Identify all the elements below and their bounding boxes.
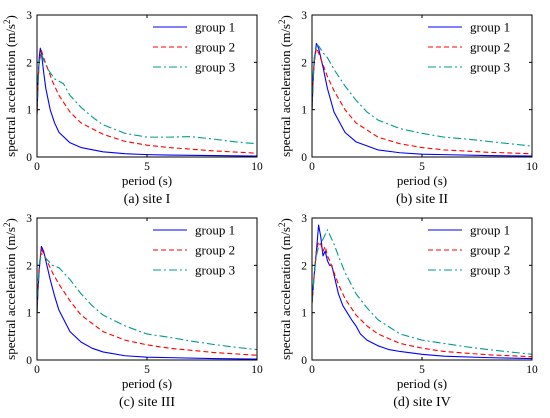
y-tick-label: 2 <box>26 260 32 272</box>
series-line-3 <box>37 52 257 145</box>
legend: group 1 group 2 group 3 <box>153 20 235 75</box>
series-group <box>37 47 257 157</box>
y-tick-label: 2 <box>301 57 307 69</box>
legend-entry-3: group 3 <box>470 60 510 75</box>
x-tick-label: 0 <box>309 364 315 376</box>
y-axis-label-sup: 2 <box>277 20 287 25</box>
x-tick-label: 10 <box>526 161 538 173</box>
x-tick-label: 10 <box>251 364 263 376</box>
axes-box <box>36 14 258 158</box>
y-tick-label: 2 <box>26 57 32 69</box>
y-axis-label-sup: 2 <box>2 223 12 228</box>
series-group <box>312 42 532 157</box>
series-line-3 <box>312 229 532 355</box>
legend-entry-2: group 2 <box>195 243 235 258</box>
x-axis-label: period (s) <box>397 173 447 188</box>
legend-entry-1: group 1 <box>470 20 510 35</box>
series-line-2 <box>312 241 532 358</box>
panel-caption: (b) site II <box>396 192 448 207</box>
x-tick-label: 0 <box>34 364 40 376</box>
panel-3: 0 5 10 0 1 2 3 period (s) spectral acceleration … <box>2 213 263 410</box>
y-tick-label: 3 <box>301 10 307 22</box>
x-tick-label: 10 <box>526 364 538 376</box>
panel-caption: (a) site I <box>124 192 171 207</box>
legend-entry-3: group 3 <box>470 263 510 278</box>
panel-2: 0 5 10 0 1 2 3 period (s) spectral acceleration … <box>277 10 538 207</box>
legend-entry-3: group 3 <box>195 60 235 75</box>
series-line-2 <box>37 248 257 356</box>
y-axis-label-sup: 2 <box>277 223 287 228</box>
y-tick-label: 1 <box>301 308 307 320</box>
y-tick-label: 0 <box>301 152 307 164</box>
panel-caption: (d) site IV <box>393 395 451 410</box>
y-axis-label-close: ) <box>278 218 293 222</box>
x-tick-label: 10 <box>251 161 263 173</box>
x-tick-label: 5 <box>144 364 150 376</box>
series-line-3 <box>37 252 257 351</box>
series-group <box>37 245 257 360</box>
legend: group 1 group 2 group 3 <box>428 20 510 75</box>
y-tick-label: 0 <box>26 152 32 164</box>
x-axis-label: period (s) <box>122 173 172 188</box>
y-axis-label: spectral acceleration (m/s2) <box>277 15 293 157</box>
panel-4: 0 5 10 0 1 2 3 period (s) spectral acceleration … <box>277 213 538 410</box>
x-tick-label: 5 <box>419 161 425 173</box>
y-tick-label: 1 <box>26 105 32 117</box>
x-tick-label: 5 <box>144 161 150 173</box>
y-tick-label: 0 <box>301 355 307 367</box>
series-line-1 <box>37 245 257 360</box>
legend-entry-3: group 3 <box>195 263 235 278</box>
panel-1: 0 5 10 0 1 2 3 period (s) spectral acceleration … <box>2 10 263 207</box>
legend: group 1 group 2 group 3 <box>428 223 510 278</box>
y-tick-label: 3 <box>301 213 307 225</box>
x-axis-label: period (s) <box>122 376 172 391</box>
y-tick-label: 2 <box>301 260 307 272</box>
series-group <box>312 224 532 360</box>
legend-entry-2: group 2 <box>470 40 510 55</box>
legend-entry-2: group 2 <box>195 40 235 55</box>
y-tick-label: 1 <box>301 105 307 117</box>
y-axis-label: spectral acceleration (m/s2) <box>2 15 18 157</box>
y-axis-label-close: ) <box>3 15 18 19</box>
x-tick-label: 5 <box>419 364 425 376</box>
y-axis-label: spectral acceleration (m/s2) <box>277 218 293 360</box>
x-tick-label: 0 <box>309 161 315 173</box>
y-axis-label-close: ) <box>3 218 18 222</box>
legend-entry-1: group 1 <box>470 223 510 238</box>
y-axis-label-close: ) <box>278 15 293 19</box>
series-line-2 <box>37 49 257 154</box>
series-line-1 <box>37 47 257 157</box>
y-tick-label: 3 <box>26 10 32 22</box>
y-tick-label: 3 <box>26 213 32 225</box>
series-line-1 <box>312 224 532 360</box>
panel-caption: (c) site III <box>119 395 175 410</box>
y-tick-label: 0 <box>26 355 32 367</box>
y-axis-label: spectral acceleration (m/s2) <box>2 218 18 360</box>
legend-entry-2: group 2 <box>470 243 510 258</box>
x-tick-label: 0 <box>34 161 40 173</box>
axes-box <box>36 217 258 361</box>
legend-entry-1: group 1 <box>195 20 235 35</box>
x-axis-label: period (s) <box>397 376 447 391</box>
axes-box <box>311 217 533 361</box>
y-tick-label: 1 <box>26 308 32 320</box>
y-axis-label-sup: 2 <box>2 20 12 25</box>
legend-entry-1: group 1 <box>195 223 235 238</box>
legend: group 1 group 2 group 3 <box>153 223 235 278</box>
series-line-3 <box>312 45 532 147</box>
